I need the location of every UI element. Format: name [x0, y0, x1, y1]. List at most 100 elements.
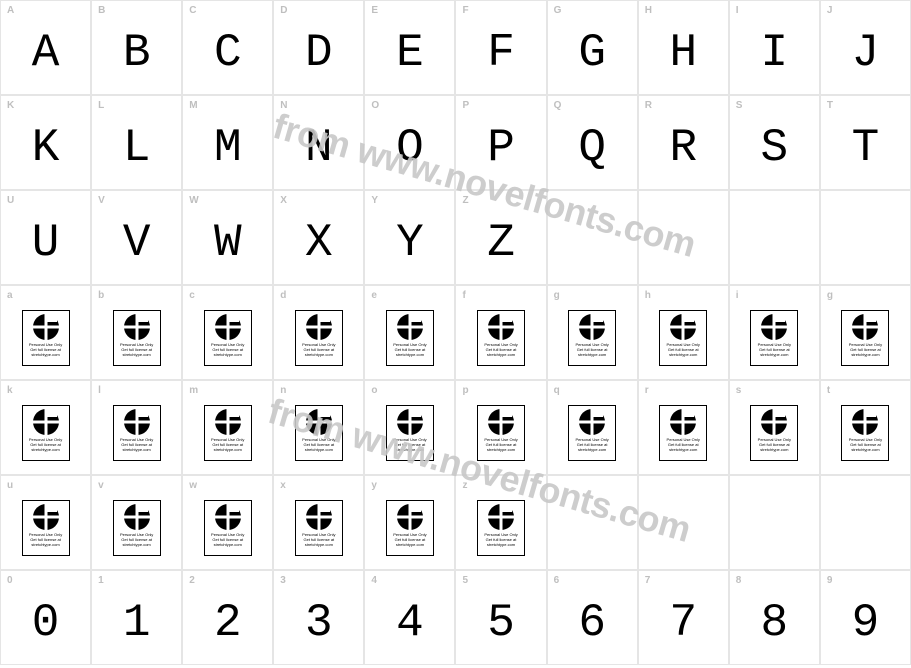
charmap-cell-O: OO [364, 95, 455, 190]
cell-label: d [280, 290, 286, 301]
glyph: X [305, 220, 333, 266]
cell-label: Z [462, 195, 468, 206]
cell-label: g [554, 290, 560, 301]
cell-label: X [280, 195, 287, 206]
charmap-cell-s: s Personal Use Only Get full license at s… [729, 380, 820, 475]
glyph: A [32, 30, 60, 76]
cell-label: P [462, 100, 469, 111]
cell-label: L [98, 100, 104, 111]
charmap-cell-8: 88 [729, 570, 820, 665]
charmap-cell-empty [820, 475, 911, 570]
placeholder-glyph: Personal Use Only Get full license at st… [841, 405, 889, 461]
cell-label: 5 [462, 575, 468, 586]
placeholder-text: Personal Use Only Get full license at st… [667, 342, 700, 357]
placeholder-text: Personal Use Only Get full license at st… [484, 532, 517, 547]
placeholder-logo-icon [215, 409, 241, 435]
placeholder-logo-icon [33, 504, 59, 530]
charmap-cell-D: DD [273, 0, 364, 95]
charmap-cell-a: a Personal Use Only Get full license at s… [0, 285, 91, 380]
placeholder-glyph: Personal Use Only Get full license at st… [295, 405, 343, 461]
glyph: B [123, 30, 151, 76]
glyph: I [761, 30, 789, 76]
glyph: Y [396, 220, 424, 266]
placeholder-text: Personal Use Only Get full license at st… [29, 342, 62, 357]
charmap-cell-S: SS [729, 95, 820, 190]
cell-label: s [736, 385, 742, 396]
cell-label: i [736, 290, 739, 301]
placeholder-logo-icon [761, 314, 787, 340]
glyph: M [214, 125, 242, 171]
cell-label: M [189, 100, 197, 111]
placeholder-logo-icon [397, 504, 423, 530]
charmap-cell-W: WW [182, 190, 273, 285]
glyph: 3 [305, 600, 333, 646]
glyph: 7 [669, 600, 697, 646]
placeholder-glyph: Personal Use Only Get full license at st… [204, 310, 252, 366]
glyph: R [669, 125, 697, 171]
placeholder-text: Personal Use Only Get full license at st… [29, 532, 62, 547]
cell-label: a [7, 290, 13, 301]
cell-label: 4 [371, 575, 377, 586]
placeholder-logo-icon [124, 314, 150, 340]
glyph: F [487, 30, 515, 76]
placeholder-text: Personal Use Only Get full license at st… [575, 437, 608, 452]
placeholder-logo-icon [579, 409, 605, 435]
cell-label: O [371, 100, 379, 111]
placeholder-logo-icon [488, 409, 514, 435]
charmap-cell-empty [638, 475, 729, 570]
placeholder-text: Personal Use Only Get full license at st… [849, 342, 882, 357]
glyph: V [123, 220, 151, 266]
placeholder-glyph: Personal Use Only Get full license at st… [477, 405, 525, 461]
cell-label: l [98, 385, 101, 396]
cell-label: z [462, 480, 467, 491]
placeholder-text: Personal Use Only Get full license at st… [393, 342, 426, 357]
cell-label: C [189, 5, 196, 16]
cell-label: w [189, 480, 197, 491]
placeholder-glyph: Personal Use Only Get full license at st… [295, 310, 343, 366]
charmap-cell-g: gPersonal Use Only Get full license at s… [547, 285, 638, 380]
placeholder-glyph: Personal Use Only Get full license at st… [750, 405, 798, 461]
glyph: C [214, 30, 242, 76]
placeholder-glyph: Personal Use Only Get full license at st… [386, 310, 434, 366]
charmap-cell-P: PP [455, 95, 546, 190]
placeholder-logo-icon [488, 314, 514, 340]
charmap-cell-w: wPersonal Use Only Get full license at s… [182, 475, 273, 570]
charmap-cell-L: LL [91, 95, 182, 190]
cell-label: B [98, 5, 105, 16]
charmap-cell-B: BB [91, 0, 182, 95]
placeholder-logo-icon [761, 409, 787, 435]
placeholder-text: Personal Use Only Get full license at st… [758, 342, 791, 357]
glyph: 6 [578, 600, 606, 646]
charmap-cell-f: fPersonal Use Only Get full license at s… [455, 285, 546, 380]
charmap-cell-R: RR [638, 95, 729, 190]
charmap-cell-M: MM [182, 95, 273, 190]
placeholder-logo-icon [124, 409, 150, 435]
placeholder-text: Personal Use Only Get full license at st… [120, 532, 153, 547]
charmap-cell-F: FF [455, 0, 546, 95]
placeholder-glyph: Personal Use Only Get full license at st… [477, 500, 525, 556]
glyph: Q [578, 125, 606, 171]
cell-label: J [827, 5, 833, 16]
placeholder-text: Personal Use Only Get full license at st… [393, 437, 426, 452]
glyph: P [487, 125, 515, 171]
placeholder-glyph: Personal Use Only Get full license at st… [295, 500, 343, 556]
placeholder-logo-icon [306, 409, 332, 435]
cell-label: b [98, 290, 104, 301]
charmap-cell-y: yPersonal Use Only Get full license at s… [364, 475, 455, 570]
glyph: J [852, 30, 880, 76]
charmap-cell-V: VV [91, 190, 182, 285]
placeholder-glyph: Personal Use Only Get full license at st… [841, 310, 889, 366]
cell-label: r [645, 385, 649, 396]
charmap-cell-v: vPersonal Use Only Get full license at s… [91, 475, 182, 570]
cell-label: F [462, 5, 468, 16]
cell-label: f [462, 290, 465, 301]
charmap-cell-h: hPersonal Use Only Get full license at s… [638, 285, 729, 380]
charmap-cell-K: KK [0, 95, 91, 190]
cell-label: 7 [645, 575, 651, 586]
placeholder-logo-icon [215, 504, 241, 530]
placeholder-logo-icon [670, 314, 696, 340]
charmap-cell-empty [638, 190, 729, 285]
cell-label: S [736, 100, 743, 111]
cell-label: y [371, 480, 377, 491]
placeholder-logo-icon [215, 314, 241, 340]
